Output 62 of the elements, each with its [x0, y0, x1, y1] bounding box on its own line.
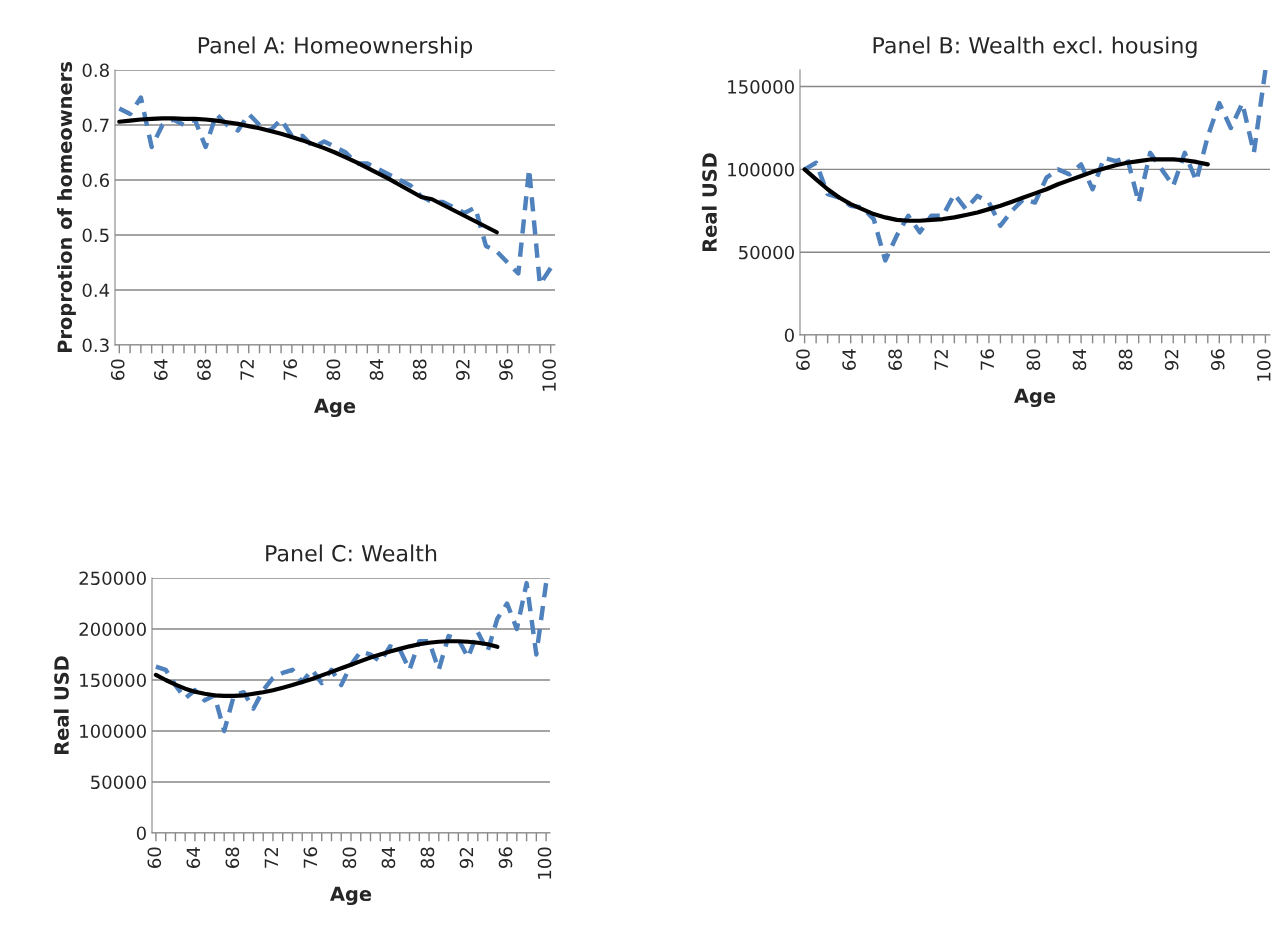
x-tick-label: 72	[240, 360, 254, 380]
y-tick-label: 0.4	[82, 283, 110, 298]
x-tick-label: 64	[186, 847, 201, 868]
x-tick-label: 76	[303, 847, 318, 868]
x-tick-label: 100	[537, 847, 552, 879]
x-tick-label: 80	[326, 359, 341, 380]
x-tick-label: 96	[499, 359, 513, 381]
x-tick-label: 96	[498, 847, 513, 869]
y-axis-title: Proprotion of homeowners	[57, 62, 76, 353]
x-tick-label: 76	[283, 359, 298, 380]
x-tick-label: 80	[342, 847, 357, 868]
x-tick-label: 64	[154, 359, 168, 380]
line-series	[117, 116, 499, 235]
x-axis-title: Age	[314, 398, 356, 418]
x-tick-label: 60	[110, 359, 125, 380]
x-tick-label: 72	[934, 350, 948, 370]
x-tick-label: 92	[1164, 350, 1179, 371]
x-axis-title: Age	[330, 886, 372, 906]
y-tick-label: 0.7	[82, 118, 109, 133]
x-tick-label: 64	[842, 349, 856, 370]
x-tick-label: 68	[197, 359, 211, 380]
x-tick-label: 96	[1210, 349, 1225, 371]
y-tick-label: 150000	[728, 80, 794, 94]
y-tick-label: 0.3	[82, 338, 109, 353]
chart-title: Panel B: Wealth excl. housing	[873, 36, 1197, 58]
y-tick-label: 100000	[80, 724, 146, 739]
x-tick-label: 84	[381, 847, 396, 868]
y-tick-label: 50000	[739, 245, 794, 260]
x-tick-label: 88	[412, 359, 427, 380]
x-tick-label: 80	[1026, 349, 1041, 370]
y-tick-label: 0.5	[82, 228, 109, 243]
x-tick-label: 100	[1256, 349, 1271, 381]
x-tick-label: 68	[888, 349, 902, 370]
x-tick-label: 60	[147, 847, 162, 868]
line-series	[153, 639, 500, 698]
x-tick-label: 76	[980, 349, 995, 370]
x-tick-label: 88	[1118, 349, 1133, 370]
y-tick-label: 200000	[79, 622, 146, 637]
x-tick-label: 84	[369, 359, 384, 380]
y-tick-label: 50000	[91, 775, 146, 790]
chart-title: Panel C: Wealth	[266, 544, 437, 562]
y-tick-label: 0	[136, 826, 146, 841]
line-series	[802, 157, 1210, 223]
x-tick-label: 84	[1072, 349, 1087, 370]
y-axis-title: Real USD	[53, 656, 69, 755]
y-tick-label: 100000	[728, 162, 794, 177]
y-tick-label: 0	[784, 328, 794, 343]
line-series	[802, 70, 1268, 263]
chart-title: Panel A: Homeownership	[198, 36, 473, 58]
x-tick-label: 72	[264, 848, 278, 868]
x-tick-label: 88	[420, 847, 435, 868]
y-tick-label: 250000	[79, 571, 146, 586]
x-axis-title: Age	[1014, 388, 1056, 408]
x-tick-label: 60	[796, 349, 810, 370]
y-tick-label: 0.8	[82, 63, 109, 78]
y-axis-title: Real USD	[701, 153, 717, 252]
x-tick-label: 100	[542, 359, 556, 391]
x-tick-label: 92	[455, 360, 470, 381]
x-tick-label: 68	[225, 847, 240, 868]
x-tick-label: 92	[459, 848, 474, 869]
y-tick-label: 150000	[80, 673, 146, 688]
y-tick-label: 0.6	[82, 173, 109, 188]
